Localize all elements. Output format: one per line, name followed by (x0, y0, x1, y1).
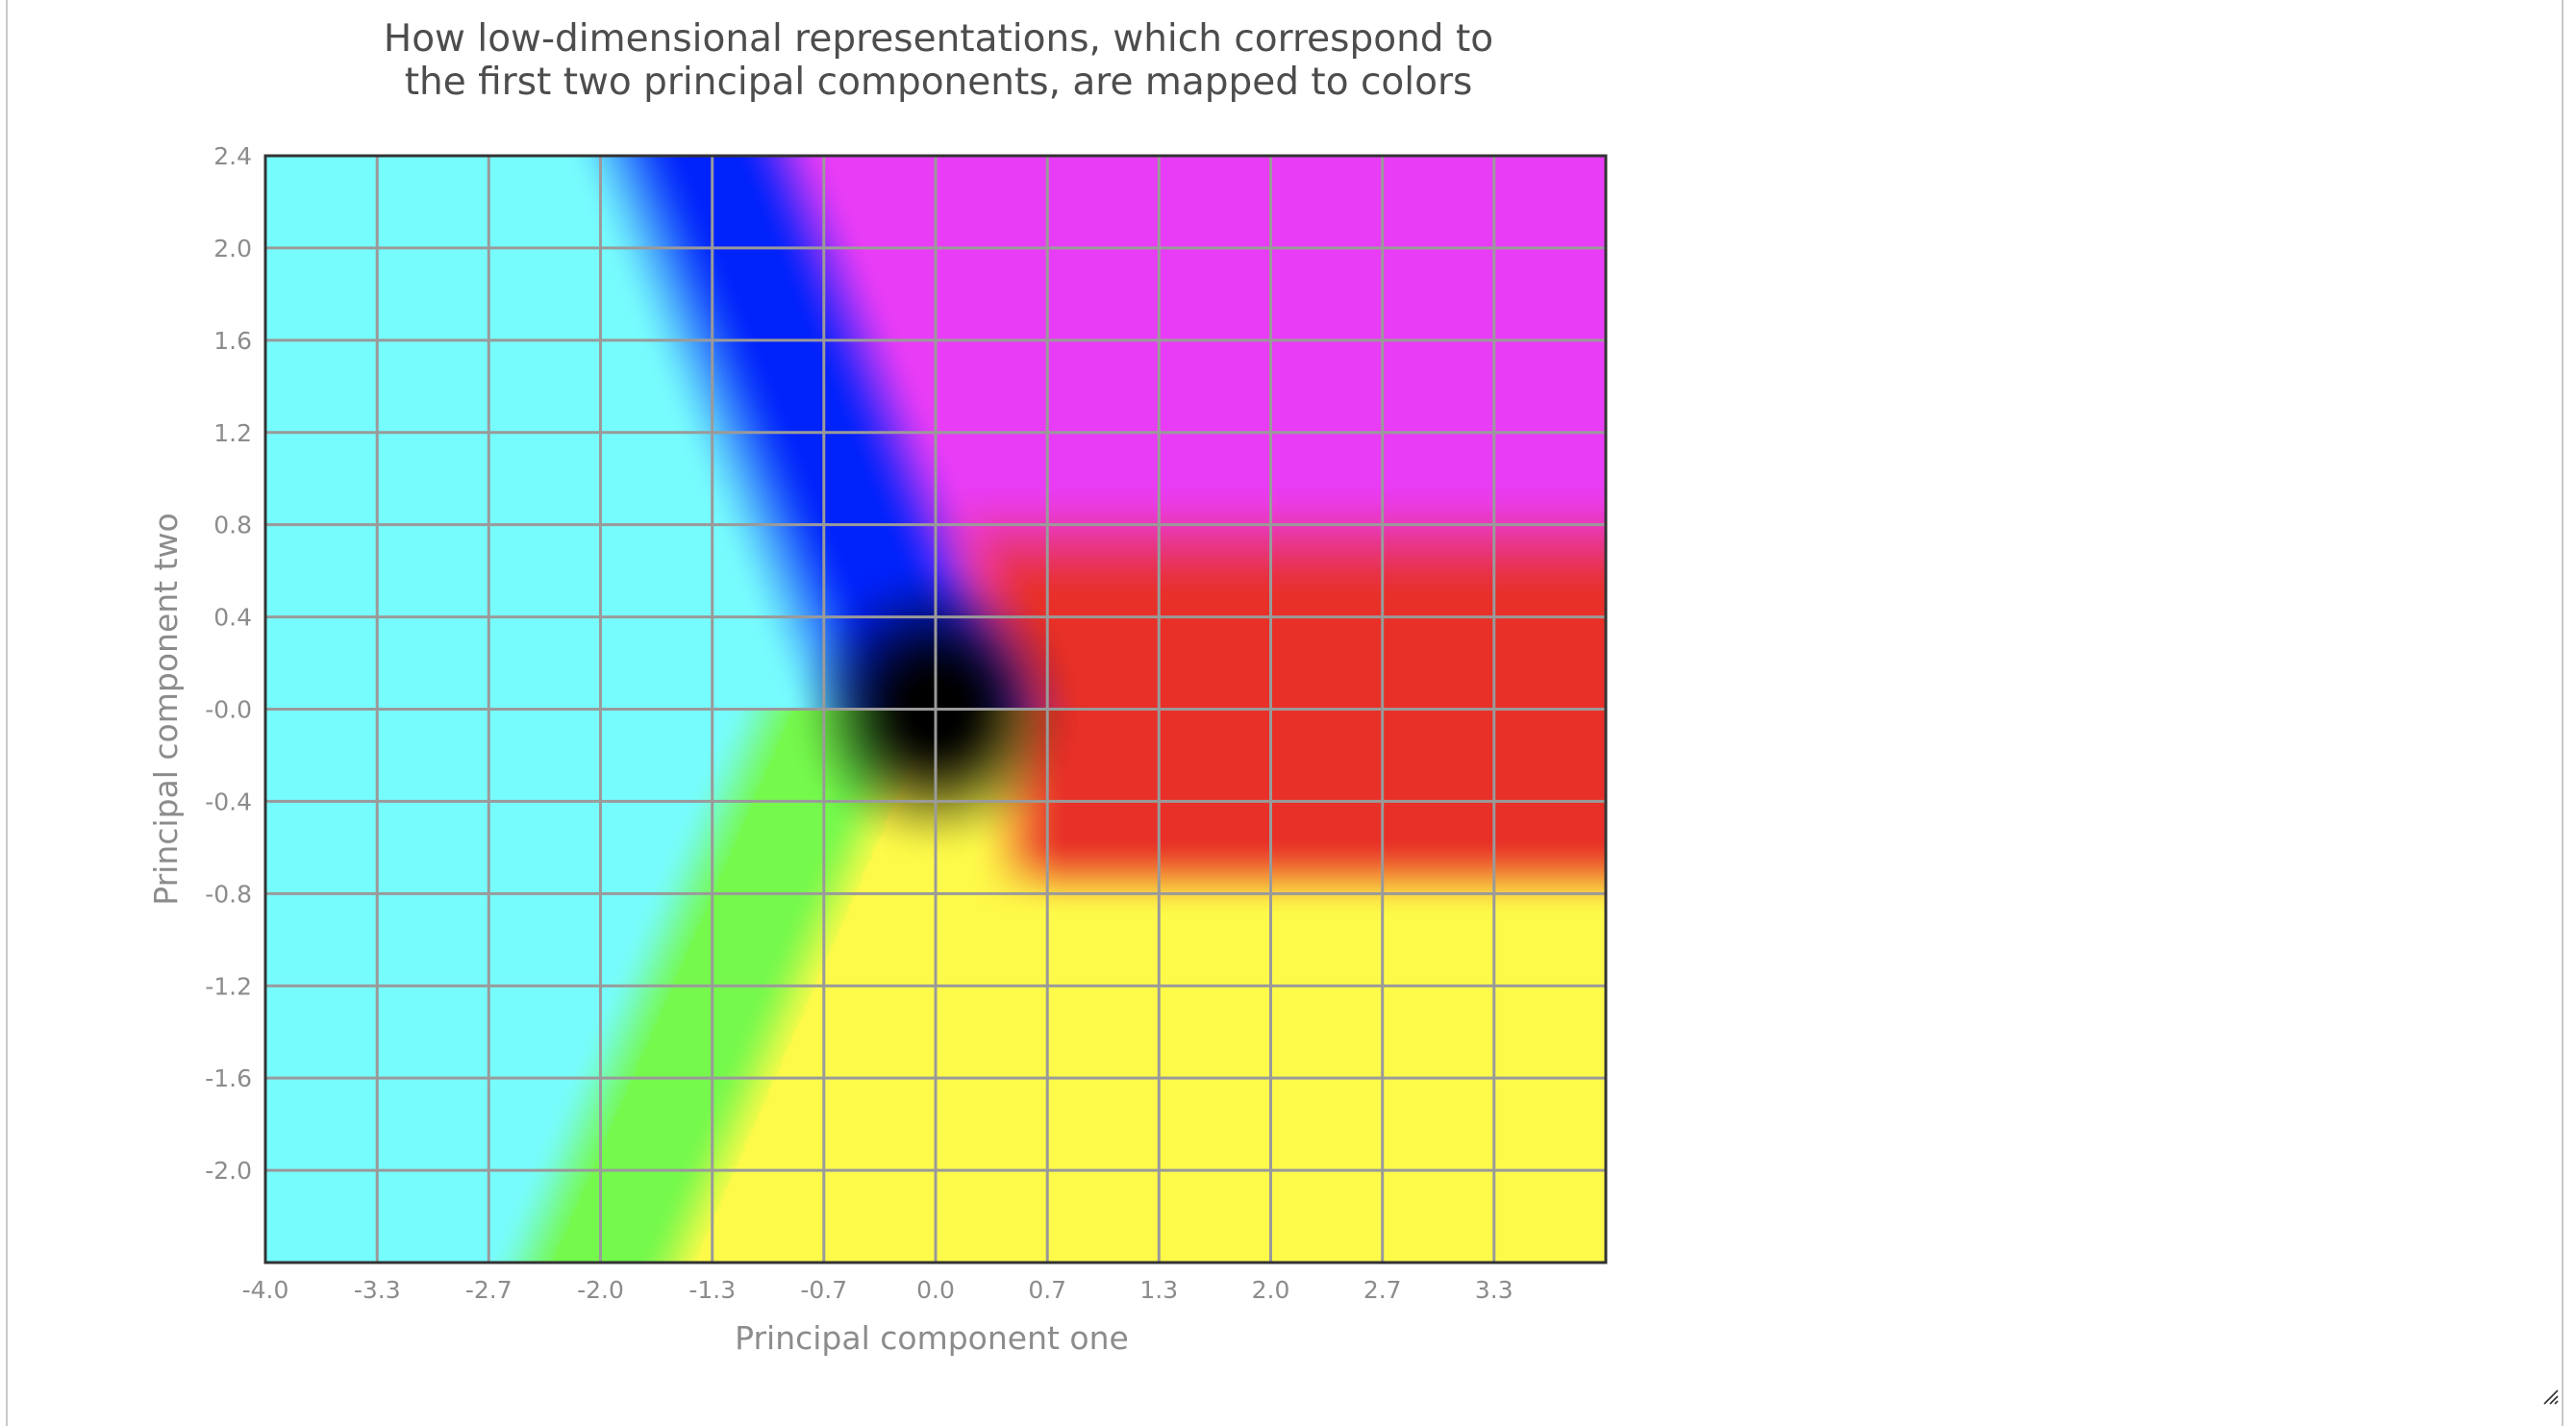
resize-grip-icon[interactable] (2543, 1389, 2559, 1405)
y-tick-label: -0.0 (205, 696, 252, 724)
x-tick-label: 2.7 (1363, 1276, 1402, 1304)
y-tick-label: 2.0 (213, 235, 252, 263)
chart-title-line-2: the first two principal components, are … (404, 61, 1473, 104)
grid-layer (265, 156, 1606, 1263)
plot-area-border (263, 154, 1608, 1264)
x-tick-label: 0.0 (916, 1276, 955, 1304)
y-axis-label: Principal component two (147, 513, 185, 905)
x-tick-label: 3.3 (1475, 1276, 1513, 1304)
y-tick-label: -0.4 (205, 788, 252, 815)
x-tick-label: 1.3 (1139, 1276, 1178, 1304)
y-tick-label: -2.0 (205, 1157, 252, 1185)
y-tick-label: -1.2 (205, 972, 252, 1000)
y-tick-label: -0.8 (205, 880, 252, 908)
x-tick-label: -2.0 (577, 1276, 624, 1304)
x-tick-label: -4.0 (242, 1276, 289, 1304)
y-tick-label: 1.6 (213, 327, 252, 355)
x-axis-label: Principal component one (735, 1319, 1129, 1357)
x-tick-labels: -4.0 -3.3 -2.7 -2.0 -1.3 -0.7 0.0 0.7 1.3 2.0 2.7 3… (242, 1276, 1513, 1304)
x-tick-label: -0.7 (800, 1276, 847, 1304)
x-tick-label: 0.7 (1028, 1276, 1066, 1304)
y-tick-label: 1.2 (213, 419, 252, 447)
x-tick-label: -2.7 (465, 1276, 513, 1304)
chart-title: How low-dimensional representations, whi… (169, 17, 1708, 104)
chart-title-line-1: How low-dimensional representations, whi… (383, 17, 1494, 61)
y-tick-label: 2.4 (213, 142, 252, 170)
y-tick-label: 0.4 (213, 604, 252, 632)
x-tick-label: 2.0 (1252, 1276, 1290, 1304)
x-tick-label: -1.3 (688, 1276, 736, 1304)
y-tick-label: 0.8 (213, 512, 252, 539)
y-tick-labels: 2.4 2.0 1.6 1.2 0.8 0.4 -0.0 -0.4 -0.8 -1.2 -1.6 -2… (205, 142, 252, 1185)
y-tick-label: -1.6 (205, 1064, 252, 1092)
x-tick-label: -3.3 (354, 1276, 401, 1304)
